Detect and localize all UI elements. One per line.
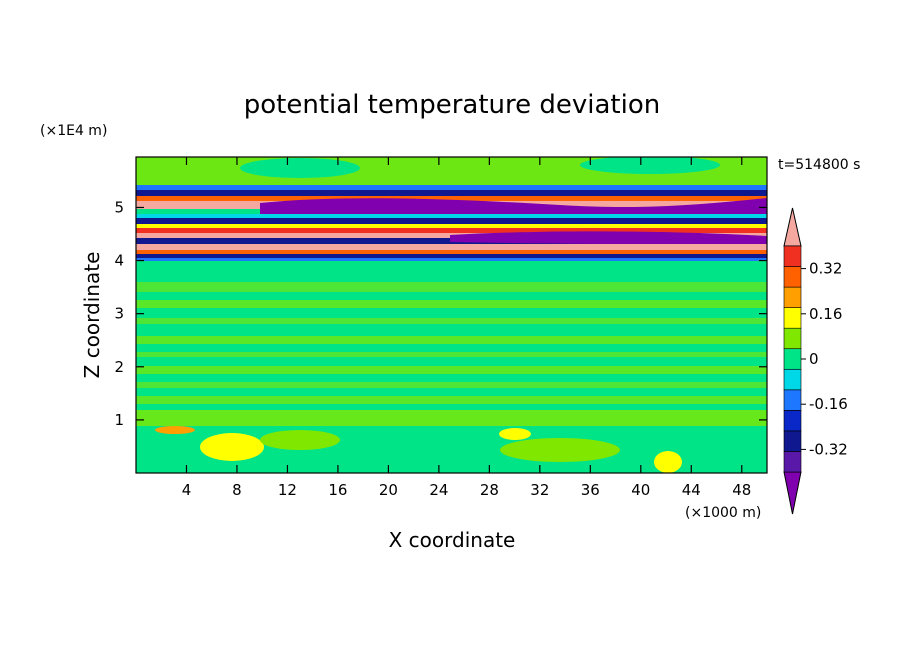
x-tick-label: 4 (182, 481, 192, 499)
x-tick-label: 24 (429, 481, 448, 499)
y-axis-label: Z coordinate (80, 252, 104, 379)
x-tick-label: 16 (328, 481, 347, 499)
surface-patches (155, 426, 682, 473)
colorbar-top-arrow (783, 207, 802, 247)
colorbar-band (783, 430, 802, 452)
y-tick-label: 4 (114, 252, 124, 270)
x-unit-label: (×1000 m) (685, 505, 761, 521)
colorbar-label: -0.32 (809, 440, 848, 458)
x-tick-label: 28 (480, 481, 499, 499)
time-label: t=514800 s (778, 157, 860, 173)
colorbar-label: 0 (809, 350, 819, 368)
colorbar-band (783, 389, 802, 411)
upper-green-patch (580, 157, 720, 174)
x-tick-label: 48 (732, 481, 751, 499)
colorbar-band (783, 307, 802, 329)
x-axis-ticks: 4 8 12 16 20 24 28 32 36 40 44 48 (182, 157, 751, 499)
y-unit-label: (×1E4 m) (40, 123, 107, 139)
colorbar-band (783, 286, 802, 308)
y-tick-label: 3 (114, 305, 124, 323)
x-axis-label: X coordinate (389, 528, 516, 552)
colorbar-band (783, 266, 802, 288)
chart-title: potential temperature deviation (244, 90, 660, 120)
colorbar-band (783, 348, 802, 370)
plot-frame (135, 156, 768, 474)
colorbar-band (783, 410, 802, 432)
colorbar-band (783, 245, 802, 267)
plot-area (136, 157, 767, 473)
y-tick-label: 5 (114, 198, 124, 216)
colorbar-band (783, 327, 802, 350)
y-axis-ticks: 1 2 3 4 5 (114, 198, 767, 429)
y-tick-label: 1 (114, 411, 124, 429)
x-tick-label: 8 (232, 481, 242, 499)
turbulent-layer (136, 282, 767, 426)
upper-green-patch (240, 158, 360, 178)
x-tick-label: 44 (682, 481, 701, 499)
x-tick-label: 32 (530, 481, 549, 499)
x-tick-label: 36 (581, 481, 600, 499)
colorbar-band (783, 451, 802, 473)
shear-layer (136, 185, 767, 261)
colorbar-label: -0.16 (809, 395, 848, 413)
x-tick-label: 12 (278, 481, 297, 499)
colorbar-band (783, 368, 802, 391)
y-tick-label: 2 (114, 358, 124, 376)
colorbar: 0.32 0.16 0 -0.16 -0.32 (783, 207, 848, 515)
colorbar-label: 0.16 (809, 305, 842, 323)
x-tick-label: 40 (631, 481, 650, 499)
colorbar-label: 0.32 (809, 260, 842, 278)
x-tick-label: 20 (379, 481, 398, 499)
colorbar-bottom-arrow (783, 471, 802, 515)
